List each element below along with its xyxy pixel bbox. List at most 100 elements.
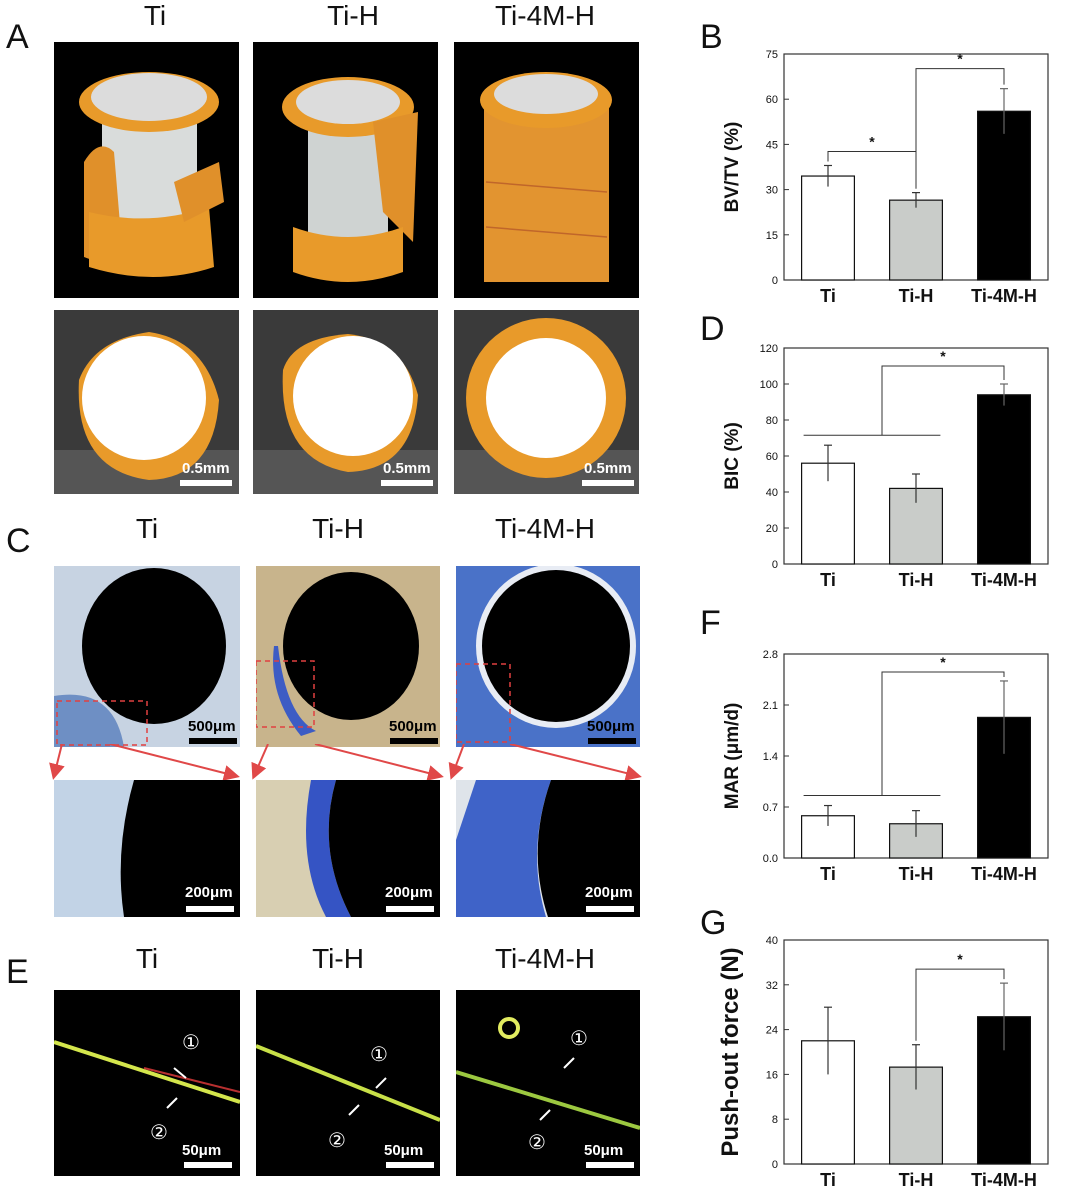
scale-label-c-ti-h: 500μm xyxy=(389,718,437,735)
significance-star-b-0: * xyxy=(869,133,875,149)
significance-bracket-f-0 xyxy=(881,671,1005,796)
y-tick-label-g-5: 40 xyxy=(766,935,778,947)
x-tick-label-b-2: Ti-4M-H xyxy=(971,286,1037,306)
panel-label-a: A xyxy=(6,18,29,56)
microct-3d-ti xyxy=(54,42,239,298)
scale-bar-c-ti-4m-h xyxy=(588,738,636,744)
y-tick-label-b-3: 45 xyxy=(766,139,778,151)
arrow-label-1-ti-4m-h: ① xyxy=(570,1028,588,1050)
panel-label-g: G xyxy=(700,904,727,942)
y-tick-label-b-1: 15 xyxy=(766,230,778,242)
y-tick-label-d-4: 80 xyxy=(766,415,778,427)
scale-label-e-ti: 50μm xyxy=(182,1142,222,1159)
y-tick-label-b-5: 75 xyxy=(766,49,778,61)
panel-label-f: F xyxy=(700,604,721,642)
arrow-label-2-ti-4m-h: ② xyxy=(528,1132,546,1154)
panel-label-c: C xyxy=(6,522,31,560)
scale-bar-c-zoom-ti xyxy=(186,906,234,912)
scale-label-e-ti-4m-h: 50μm xyxy=(584,1142,624,1159)
bar-g-0 xyxy=(800,1040,855,1165)
arrow-label-2-ti-h: ② xyxy=(328,1130,346,1152)
scale-label-c-zoom-ti-h: 200μm xyxy=(385,884,433,901)
scale-label-c-ti-4m-h: 500μm xyxy=(587,718,635,735)
chart-mar: 0.0 0.7 1.4 2.1 2.8 MAR (μm/d) Ti Ti-H Ti-4M-H * xyxy=(722,649,1049,884)
arrow-label-2-ti: ② xyxy=(150,1122,168,1144)
x-tick-label-g-1: Ti-H xyxy=(899,1170,934,1188)
chart-bv-tv: 0 15 30 45 60 75 BV/TV (%) Ti Ti-H Ti-4M-H * * xyxy=(722,49,1049,306)
group-title-e-ti-h: Ti-H xyxy=(312,943,364,974)
panel-label-e: E xyxy=(6,953,29,991)
y-axis-label-b: BV/TV (%) xyxy=(722,122,743,213)
histology-zoom-ti-4m-h: 200μm xyxy=(456,780,640,917)
significance-bracket-g-0 xyxy=(915,968,1005,1041)
group-title-e-ti-4m-h: Ti-4M-H xyxy=(494,943,596,974)
bar-g-2 xyxy=(977,1016,1032,1165)
microct-3d-ti-4m-h xyxy=(454,42,639,298)
significance-star-f-0: * xyxy=(940,654,946,670)
y-axis-label-f: MAR (μm/d) xyxy=(722,703,743,810)
y-tick-label-f-1: 0.7 xyxy=(763,802,778,814)
significance-star-b-1: * xyxy=(957,51,963,67)
histology-zoom-ti: 200μm xyxy=(54,780,240,917)
bar-b-1 xyxy=(889,199,944,281)
y-tick-label-f-2: 1.4 xyxy=(763,751,778,763)
histology-ti: 500μm xyxy=(54,566,240,747)
microct-section-ti-h: 0.5mm xyxy=(253,310,438,494)
fluorescence-ti-h: ① ② 50μm xyxy=(256,990,440,1176)
group-title-c-ti-4m-h: Ti-4M-H xyxy=(494,513,596,544)
significance-star-d-0: * xyxy=(940,348,946,364)
x-tick-label-d-1: Ti-H xyxy=(899,570,934,590)
scale-bar-c-zoom-ti-4m-h xyxy=(586,906,634,912)
scale-bar-c-ti xyxy=(189,738,237,744)
scale-label-e-ti-h: 50μm xyxy=(384,1142,424,1159)
group-title-c-ti-h: Ti-H xyxy=(312,513,364,544)
panel-label-b: B xyxy=(700,18,723,56)
significance-bracket-d-0 xyxy=(881,365,1005,436)
y-tick-label-g-1: 8 xyxy=(772,1114,778,1126)
scale-label-c-zoom-ti: 200μm xyxy=(185,884,233,901)
y-tick-label-f-4: 2.8 xyxy=(763,649,778,661)
x-tick-label-b-0: Ti xyxy=(820,286,836,306)
x-tick-label-d-0: Ti xyxy=(820,570,836,590)
y-tick-label-d-3: 60 xyxy=(766,451,778,463)
y-tick-label-g-0: 0 xyxy=(772,1159,778,1171)
y-tick-label-g-2: 16 xyxy=(766,1069,778,1081)
y-tick-label-d-5: 100 xyxy=(760,379,778,391)
y-tick-label-d-2: 40 xyxy=(766,487,778,499)
x-tick-label-b-1: Ti-H xyxy=(899,286,934,306)
group-title-a-ti-h: Ti-H xyxy=(327,0,379,31)
arrow-label-1-ti: ① xyxy=(182,1032,200,1054)
x-tick-label-f-1: Ti-H xyxy=(899,864,934,884)
chart-push-out-force: 0 8 16 24 32 40 Push-out force (N) Ti Ti-H Ti-4M-… xyxy=(717,935,1049,1188)
bar-b-0 xyxy=(800,175,855,281)
y-tick-label-d-1: 20 xyxy=(766,523,778,535)
group-title-a-ti: Ti xyxy=(143,0,167,31)
y-tick-label-b-2: 30 xyxy=(766,185,778,197)
histology-zoom-ti-h: 200μm xyxy=(256,780,440,917)
group-title-a-ti-4m-h: Ti-4M-H xyxy=(494,0,596,31)
y-tick-label-b-0: 0 xyxy=(772,275,778,287)
y-tick-label-d-0: 0 xyxy=(772,559,778,571)
significance-star-g-0: * xyxy=(957,951,963,967)
bar-d-2 xyxy=(977,394,1032,565)
histology-ti-4m-h: 500μm xyxy=(456,566,640,747)
x-tick-label-f-2: Ti-4M-H xyxy=(971,864,1037,884)
scale-label-a-ti-4m-h: 0.5mm xyxy=(584,460,632,477)
y-tick-label-d-6: 120 xyxy=(760,343,778,355)
significance-bracket-b-1 xyxy=(915,68,1005,189)
scale-bar-a-ti-h xyxy=(381,480,433,486)
group-title-e-ti: Ti xyxy=(135,943,159,974)
x-tick-label-g-0: Ti xyxy=(820,1170,836,1188)
microct-section-ti: 0.5mm xyxy=(54,310,239,494)
y-tick-label-f-3: 2.1 xyxy=(763,700,778,712)
scale-bar-c-ti-h xyxy=(390,738,438,744)
y-tick-label-g-3: 24 xyxy=(766,1025,778,1037)
scale-label-a-ti: 0.5mm xyxy=(182,460,230,477)
scale-bar-e-ti-h xyxy=(386,1162,434,1168)
x-tick-label-g-2: Ti-4M-H xyxy=(971,1170,1037,1188)
zoom-arrows-c xyxy=(49,744,642,781)
arrow-label-1-ti-h: ① xyxy=(370,1044,388,1066)
scale-label-c-ti: 500μm xyxy=(188,718,236,735)
fluorescence-ti-4m-h: ① ② 50μm xyxy=(456,990,640,1176)
scale-label-a-ti-h: 0.5mm xyxy=(383,460,431,477)
